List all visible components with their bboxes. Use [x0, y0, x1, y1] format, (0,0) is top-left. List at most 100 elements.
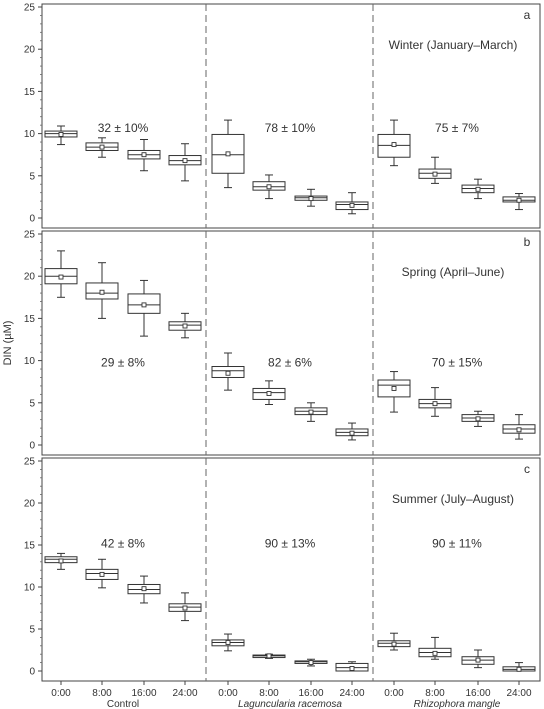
x-tick-label: 8:00 [92, 688, 112, 699]
box-3 [127, 279, 161, 337]
reduction-annotation: 29 ± 8% [101, 356, 145, 370]
mean-marker [308, 409, 314, 415]
box-10 [418, 156, 452, 184]
box-9 [377, 119, 411, 167]
mean-marker [225, 639, 231, 645]
x-axis: 0:00 8:00 16:00 24:00 0:00 8:00 16:00 24:00 0:00… [51, 681, 532, 709]
mean-marker [182, 158, 188, 164]
box-2 [85, 137, 119, 158]
mean-marker [432, 401, 438, 407]
mean-marker [266, 391, 272, 396]
reduction-annotation: 32 ± 10% [98, 121, 149, 135]
y-tick-label: 10 [24, 583, 36, 594]
y-tick-label: 25 [24, 3, 36, 14]
box-8 [335, 192, 369, 215]
figure-body: 0 5 10 15 20 25 a Winter (January–March) 32 ± 10… [2, 3, 541, 709]
box-10 [418, 387, 452, 417]
reduction-annotation: 70 ± 15% [432, 356, 483, 370]
panel-letter: b [524, 235, 531, 249]
y-tick-label: 15 [24, 541, 36, 552]
mean-marker [225, 151, 231, 157]
mean-marker [475, 186, 481, 192]
box-9 [377, 632, 411, 651]
mean-marker [516, 427, 522, 433]
x-tick-label: 24:00 [506, 688, 531, 699]
mean-marker [141, 302, 147, 308]
mean-marker [349, 430, 355, 436]
y-tick-label: 15 [24, 87, 36, 98]
box-9 [377, 371, 411, 413]
panel-a: 0 5 10 15 20 25 a Winter (January–March) 32 ± 10… [24, 3, 541, 229]
mean-marker [391, 641, 397, 647]
reduction-annotation: 82 ± 6% [268, 356, 312, 370]
mean-marker [516, 666, 522, 672]
group-label: Rhizophora mangle [414, 699, 501, 709]
box-12 [502, 662, 536, 672]
box-1 [44, 250, 78, 298]
y-tick-label: 20 [24, 272, 36, 283]
mean-marker [516, 197, 522, 203]
panel-b: 0 5 10 15 20 25 b Spring (April–June) 29 ± 8% 82 … [24, 230, 541, 456]
x-tick-label: 24:00 [339, 688, 364, 699]
x-tick-label: 8:00 [425, 688, 445, 699]
box-1 [44, 125, 78, 146]
y-tick-label: 5 [29, 398, 35, 409]
panel-letter: c [524, 462, 530, 476]
group-label: Laguncularia racemosa [238, 699, 342, 709]
y-tick-label: 20 [24, 499, 36, 510]
y-tick-label: 10 [24, 356, 36, 367]
box-6 [252, 380, 286, 405]
box-7 [294, 188, 328, 207]
box-8 [335, 422, 369, 441]
y-tick-label: 10 [24, 129, 36, 140]
box-7 [294, 658, 328, 667]
y-tick-label: 0 [29, 667, 35, 678]
box-6 [252, 174, 286, 200]
box-7 [294, 402, 328, 422]
x-tick-label: 8:00 [259, 688, 279, 699]
box-5 [211, 119, 245, 189]
mean-marker [475, 657, 481, 663]
y-tick-label: 5 [29, 171, 35, 182]
box-11 [461, 178, 495, 200]
x-tick-label: 16:00 [131, 688, 156, 699]
box-2 [85, 262, 119, 319]
y-tick-label: 15 [24, 314, 36, 325]
mean-marker [99, 289, 105, 295]
mean-marker [432, 171, 438, 177]
mean-marker [141, 586, 147, 592]
reduction-annotation: 78 ± 10% [265, 121, 316, 135]
box-6 [252, 653, 286, 659]
box-4 [168, 143, 202, 182]
box-11 [461, 410, 495, 427]
box-4 [168, 312, 202, 339]
panel-frame [41, 230, 541, 456]
panel-letter: a [524, 8, 531, 22]
group-label: Control [107, 699, 139, 709]
mean-marker [266, 184, 272, 190]
panel-c: 0 5 10 15 20 25 c Summer (July–August) 42 ± 8% 90… [24, 457, 541, 682]
box-3 [127, 575, 161, 604]
mean-marker [58, 131, 64, 137]
x-tick-label: 0:00 [51, 688, 71, 699]
mean-marker [141, 152, 147, 158]
y-axis-title: DIN (µM) [2, 321, 14, 366]
mean-marker [225, 370, 231, 376]
mean-marker [349, 666, 355, 671]
season-label: Summer (July–August) [392, 492, 514, 506]
mean-marker [99, 144, 105, 150]
box-11 [461, 649, 495, 669]
y-tick-label: 0 [29, 214, 35, 225]
box-4 [168, 592, 202, 622]
mean-marker [349, 202, 355, 208]
box-3 [127, 139, 161, 172]
box-5 [211, 352, 245, 391]
box-12 [502, 414, 536, 440]
box-12 [502, 193, 536, 211]
panel-frame [41, 3, 541, 229]
reduction-annotation: 75 ± 7% [435, 121, 479, 135]
y-tick-label: 5 [29, 625, 35, 636]
mean-marker [182, 323, 188, 329]
